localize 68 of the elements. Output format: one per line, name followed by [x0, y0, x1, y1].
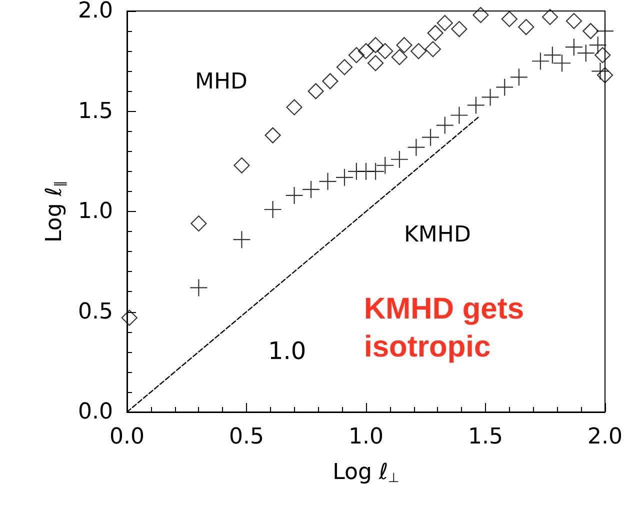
point	[410, 43, 427, 60]
point	[368, 55, 384, 72]
point	[358, 43, 374, 60]
point	[377, 43, 394, 60]
point	[234, 157, 250, 174]
point	[368, 37, 384, 54]
point	[318, 172, 337, 190]
x-tick-label: 1.0	[348, 424, 384, 450]
point	[576, 44, 595, 62]
point	[466, 96, 485, 114]
point	[336, 59, 353, 76]
point	[286, 99, 302, 116]
point	[510, 68, 528, 86]
point	[308, 83, 324, 100]
point	[451, 20, 468, 38]
point	[407, 138, 426, 156]
point	[472, 6, 489, 24]
point	[591, 62, 610, 80]
point	[531, 52, 550, 70]
x-tick-label: 2.0	[588, 424, 622, 450]
y-axis-title: Log ℓ∥	[42, 180, 68, 242]
point	[518, 18, 534, 36]
point	[121, 310, 138, 326]
y-tick-label: 1.5	[78, 98, 113, 124]
point	[542, 8, 558, 26]
point	[481, 88, 500, 106]
point	[335, 168, 354, 186]
point	[232, 230, 251, 249]
y-tick-label: 1.0	[78, 199, 113, 224]
point	[588, 36, 607, 54]
point	[391, 49, 408, 66]
point	[566, 12, 582, 30]
point	[396, 37, 412, 54]
point	[285, 186, 304, 205]
point	[582, 23, 599, 40]
x-tick-label: 0.5	[229, 424, 264, 450]
annotation: MHD	[195, 70, 248, 94]
point	[390, 150, 409, 168]
point	[421, 128, 440, 146]
y-tick-label: 2.0	[78, 0, 113, 24]
x-axis-title: Log ℓ⊥	[332, 460, 400, 486]
point	[348, 47, 364, 64]
point	[264, 200, 282, 219]
point	[424, 41, 441, 58]
point	[302, 180, 320, 198]
point	[376, 156, 394, 174]
point	[190, 215, 207, 232]
point	[436, 14, 453, 32]
point	[427, 25, 444, 42]
point	[366, 162, 385, 180]
point	[501, 10, 518, 28]
y-tick-label: 0.5	[78, 299, 113, 324]
point	[496, 78, 514, 96]
annotation: 1.0	[268, 337, 306, 365]
annotation: KMHD gets isotropic	[364, 292, 524, 364]
point	[596, 22, 614, 40]
point	[436, 116, 454, 134]
point	[322, 73, 338, 90]
point	[190, 278, 208, 297]
point	[596, 67, 614, 84]
point	[264, 127, 281, 144]
point	[450, 106, 468, 124]
x-tick-label: 1.5	[468, 424, 503, 450]
x-tick-label: 0.0	[110, 424, 144, 450]
point	[564, 38, 583, 56]
point	[594, 47, 611, 64]
annotation: KMHD	[404, 222, 471, 248]
y-tick-label: 0.0	[78, 400, 113, 424]
